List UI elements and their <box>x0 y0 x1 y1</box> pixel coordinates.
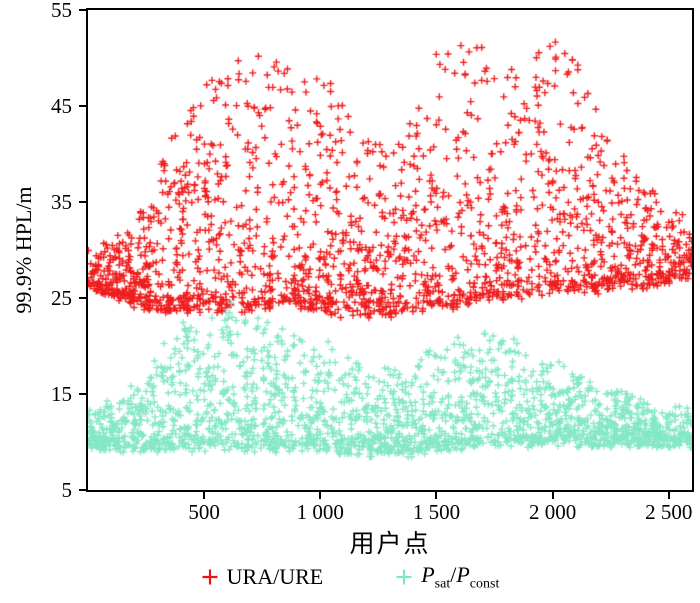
plus-marker-icon <box>202 569 218 585</box>
legend-sub-const: const <box>469 576 500 592</box>
x-tick-mark <box>667 492 670 499</box>
y-tick-label: 5 <box>61 478 73 502</box>
y-tick-mark <box>79 489 86 491</box>
y-tick-mark <box>79 9 86 11</box>
x-tick-mark <box>319 492 322 499</box>
x-tick-mark <box>435 492 438 499</box>
x-tick-label: 2 500 <box>645 500 693 524</box>
legend-item-ura-ure: URA/URE <box>201 564 324 590</box>
legend-separator: / <box>450 562 457 587</box>
legend-var-psat: P <box>421 562 435 587</box>
plus-marker-icon <box>396 569 412 585</box>
x-tick-mark <box>203 492 206 499</box>
legend-sub-sat: sat <box>434 576 451 592</box>
y-tick-label: 35 <box>51 190 72 214</box>
y-tick-mark <box>79 393 86 395</box>
scatter-canvas <box>88 10 692 490</box>
y-tick-label: 15 <box>51 382 72 406</box>
y-tick-mark <box>79 105 86 107</box>
legend-item-psat-pconst: Psat/Pconst <box>395 562 499 592</box>
x-tick-label: 500 <box>188 500 220 524</box>
y-tick-label: 55 <box>51 0 72 22</box>
y-tick-label: 25 <box>51 286 72 310</box>
legend-label-ura-ure: URA/URE <box>226 564 324 590</box>
x-tick-label: 1 000 <box>296 500 344 524</box>
x-tick-mark <box>551 492 554 499</box>
x-tick-label: 1 500 <box>412 500 461 524</box>
y-tick-label: 45 <box>51 94 72 118</box>
legend-label-psat-pconst: Psat/Pconst <box>421 562 499 592</box>
x-axis-label: 用户点 <box>349 531 431 558</box>
x-tick-label: 2 000 <box>528 500 577 524</box>
y-tick-mark <box>79 297 86 299</box>
legend: URA/URE Psat/Pconst <box>0 562 700 592</box>
legend-var-pconst: P <box>456 562 470 587</box>
y-tick-mark <box>79 201 86 203</box>
y-axis-label: 99.9% HPL/m <box>11 186 36 314</box>
plot-area <box>86 8 694 492</box>
